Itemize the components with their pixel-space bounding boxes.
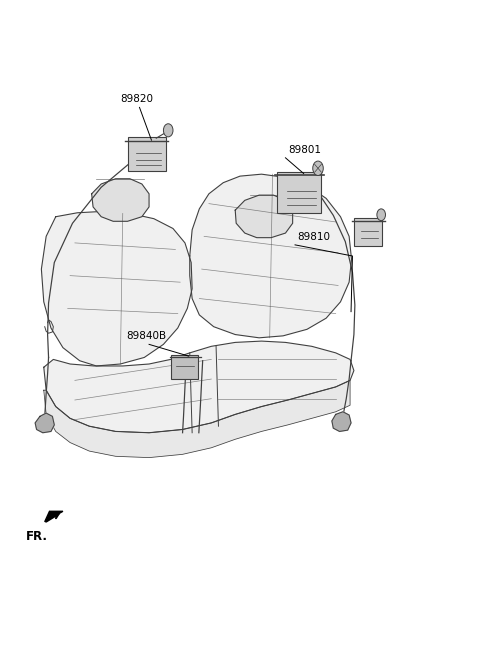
Polygon shape	[35, 413, 54, 433]
FancyBboxPatch shape	[128, 137, 166, 171]
Polygon shape	[45, 511, 63, 522]
Polygon shape	[92, 178, 149, 221]
Polygon shape	[235, 195, 293, 237]
Polygon shape	[44, 380, 350, 458]
FancyBboxPatch shape	[354, 218, 382, 245]
FancyArrowPatch shape	[46, 514, 59, 522]
Text: 89801: 89801	[288, 144, 321, 155]
Circle shape	[163, 124, 173, 137]
Circle shape	[377, 209, 385, 220]
FancyBboxPatch shape	[171, 356, 198, 379]
Text: FR.: FR.	[25, 529, 48, 543]
Polygon shape	[44, 341, 354, 433]
Circle shape	[313, 161, 323, 175]
Polygon shape	[332, 412, 351, 432]
Polygon shape	[41, 211, 192, 366]
Polygon shape	[190, 174, 351, 338]
Text: 89810: 89810	[298, 232, 330, 241]
FancyBboxPatch shape	[277, 173, 322, 213]
Text: 89820: 89820	[120, 94, 154, 104]
Text: 89840B: 89840B	[126, 331, 166, 341]
